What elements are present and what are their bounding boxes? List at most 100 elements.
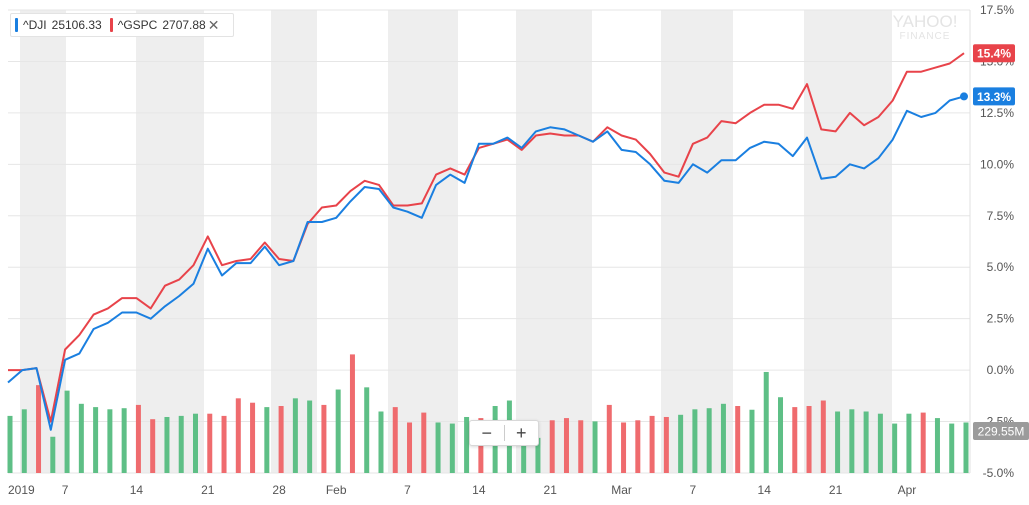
volume-bar [93,407,99,473]
volume-bar [378,411,384,473]
zoom-control: − + [469,420,539,446]
week-band [136,10,204,473]
volume-bar [178,415,184,473]
series-line-gspc [8,52,965,423]
y-tick-label: 0.0% [987,363,1015,377]
volume-bar [449,423,455,473]
volume-bar [892,423,898,473]
volume-bar [606,404,612,473]
y-tick-label: 12.5% [980,106,1014,120]
x-tick-label: 7 [690,483,697,497]
volume-bar [21,409,27,473]
dji-tag-label: 13.3% [977,90,1011,104]
x-tick-label: 2019 [8,483,35,497]
volume-bar [321,404,327,473]
x-tick-label: 14 [130,483,144,497]
gspc-value: 2707.88 [162,18,206,32]
y-tick-label: 17.5% [980,3,1014,17]
volume-bar [121,408,127,473]
dji-tag [973,87,1015,106]
volume-bar [392,407,398,473]
gspc-tag-label: 15.4% [977,47,1011,61]
y-tick-label: 5.0% [987,260,1015,274]
volume-bar [621,422,627,473]
volume-bar [7,415,13,473]
dji-value: 25106.33 [51,18,102,32]
week-band [271,10,317,473]
series-line-dji [7,95,965,431]
week-band [661,10,733,473]
y-tick-label: -5.0% [983,466,1015,480]
volume-bar [264,407,270,473]
volume-bar [749,409,755,473]
volume-bar [150,419,156,473]
volume-bar [349,354,355,473]
volume-bar [778,397,784,473]
volume-bar [906,413,912,473]
week-band [804,10,892,473]
x-tick-label: 14 [472,483,486,497]
volume-bar [849,409,855,473]
x-axis: 2019 7 14 21 28 Feb 7 14 21 Mar 7 14 21 Apr [8,483,916,497]
dji-color-bar [15,18,18,32]
volume-bar [635,420,641,473]
y-axis: 17.5%15.0%12.5%10.0%7.5%5.0%2.5%0.0%-2.5… [969,3,1015,480]
x-tick-label: 7 [62,483,69,497]
volume-bar [221,415,227,473]
volume-bar [678,414,684,473]
volume-bar [421,412,427,473]
volume-bar [207,413,213,473]
legend-dji[interactable]: ^DJI 25106.33 [15,18,102,32]
volume-bar [292,398,298,473]
volume-bar [706,408,712,473]
volume-bar [107,409,113,473]
volume-bar [235,398,241,473]
week-band [388,10,458,473]
x-tick-label: Feb [326,483,347,497]
x-tick-label: 28 [272,483,286,497]
x-tick-label: Apr [898,483,917,497]
volume-bar [278,406,284,473]
x-tick-label: 21 [201,483,215,497]
y-tick-label: 7.5% [987,209,1015,223]
volume-bar [649,415,655,473]
x-tick-label: 14 [758,483,772,497]
volume-bar [934,418,940,473]
volume-bar [963,422,969,473]
x-tick-label: 21 [544,483,558,497]
volume-tag [973,422,1029,440]
legend-gspc[interactable]: ^GSPC 2707.88 ✕ [109,16,220,34]
volume-bar [364,387,370,473]
volume-bar [820,400,826,473]
volume-bar [720,403,726,473]
week-band [516,10,592,473]
legend: ^DJI 25106.33 ^GSPC 2707.88 ✕ [10,13,235,37]
close-icon[interactable]: ✕ [207,16,220,33]
value-tags: 15.4% 13.3% 229.55M [973,44,1029,440]
volume-bar [735,406,741,473]
volume-bar [692,409,698,473]
volume-bar [563,418,569,473]
volume-bar [592,421,598,473]
volume-bar [435,422,441,473]
y-tick-label: 2.5% [987,312,1015,326]
volume-bar [135,404,141,473]
y-tick-label: 10.0% [980,157,1014,171]
volume-bar [535,437,541,473]
zoom-divider [503,425,505,441]
volume-bar [792,407,798,473]
zoom-out-button[interactable]: − [481,422,492,443]
volume-bar [763,371,769,473]
x-tick-label: Mar [611,483,632,497]
volume-bar [863,411,869,473]
week-band [20,10,66,473]
volume-bar [464,416,470,473]
volume-tag-label: 229.55M [978,425,1025,439]
volume-bar [307,400,313,473]
volume-bar [663,416,669,473]
volume-bar [192,413,198,473]
zoom-in-button[interactable]: + [515,422,527,443]
volume-bar [806,406,812,473]
volume-bar [877,413,883,473]
